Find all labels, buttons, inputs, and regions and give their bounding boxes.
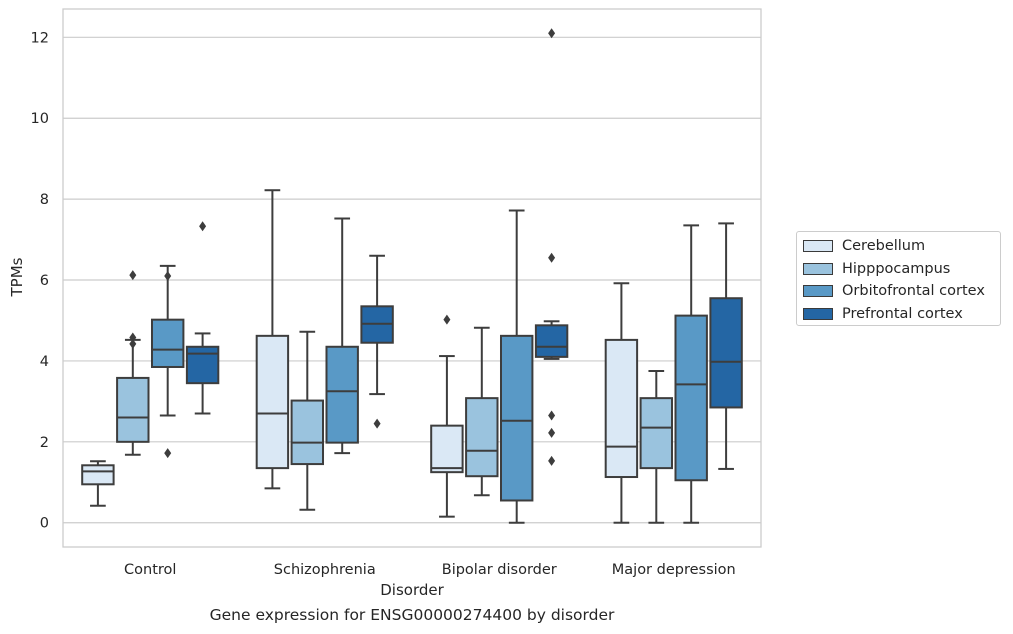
outlier-point [443,314,451,325]
box-0-0 [81,460,115,507]
box-body [325,345,359,444]
box-0-2 [150,264,185,459]
box-body [255,334,290,470]
y-tick-label: 10 [31,111,49,127]
outlier-point [373,418,381,429]
box-2-1 [465,326,499,497]
legend-item-cerebellum: Cerebellum [803,235,1000,258]
box-3-3 [709,222,743,470]
legend-item-prefrontal-cortex: Prefrontal cortex [803,303,1000,326]
outlier-point [548,28,556,39]
box-body [709,297,743,409]
box-body [674,314,708,482]
box-0-3 [185,221,220,415]
y-tick-label: 0 [40,516,49,532]
legend-swatch-hippocampus [803,262,833,275]
box-3-0 [604,282,639,524]
box-body [499,334,534,502]
box-1-3 [360,254,394,429]
outlier-point [129,332,137,343]
box-body [534,324,569,358]
outlier-point [164,448,172,459]
legend-label-prefrontal-cortex: Prefrontal cortex [842,305,963,322]
box-layer [81,28,743,524]
legend-swatch-prefrontal-cortex [803,307,833,320]
box-0-1 [116,270,150,456]
outlier-point [548,252,556,263]
box-body [116,376,150,443]
legend-label-cerebellum: Cerebellum [842,238,926,255]
y-tick-label: 4 [40,354,49,370]
outlier-point [548,455,556,466]
legend-label-orbitofrontal-cortex: Orbitofrontal cortex [842,283,985,300]
x-axis-label: Disorder [380,581,444,599]
x-tick-label: Major depression [612,562,736,578]
legend-item-hippocampus: Hipppocampus [803,258,1000,281]
box-3-1 [639,370,674,524]
y-axis-label: TPMs [8,257,26,297]
outlier-point [199,221,207,232]
box-body [465,397,499,478]
chart-caption: Gene expression for ENSG00000274400 by d… [209,606,615,624]
x-tick-label: Schizophrenia [274,562,376,578]
y-tick-label: 6 [40,273,49,289]
outlier-point [164,270,172,281]
y-tick-labels: 0 2 4 6 8 10 12 [31,30,49,531]
box-1-0 [255,189,290,490]
y-tick-label: 8 [40,192,49,208]
outlier-point [548,427,556,438]
outlier-point [129,338,137,349]
box-2-3 [534,28,569,466]
box-body [290,399,325,466]
box-body [185,345,220,385]
outlier-point [548,410,556,421]
box-body [430,424,464,474]
box-body [150,318,185,368]
box-3-2 [674,224,708,524]
plot-frame [62,8,762,548]
box-body [604,338,639,479]
x-tick-labels: Control Schizophrenia Bipolar disorder Majo… [124,562,736,578]
box-body [639,397,674,470]
legend-swatch-orbitofrontal-cortex [803,285,833,298]
box-1-1 [290,330,325,511]
outlier-point [129,270,137,281]
legend: Cerebellum Hipppocampus Orbitofrontal co… [796,231,1001,326]
legend-item-orbitofrontal-cortex: Orbitofrontal cortex [803,280,1000,303]
legend-label-hippocampus: Hipppocampus [842,260,951,277]
x-tick-label: Bipolar disorder [442,562,557,578]
y-tick-label: 12 [31,30,49,46]
box-2-2 [499,209,534,524]
box-1-2 [325,217,359,455]
y-tick-label: 2 [40,435,49,451]
box-body [81,464,115,486]
box-2-0 [430,314,464,518]
legend-swatch-cerebellum [803,240,833,253]
x-tick-label: Control [124,562,176,578]
